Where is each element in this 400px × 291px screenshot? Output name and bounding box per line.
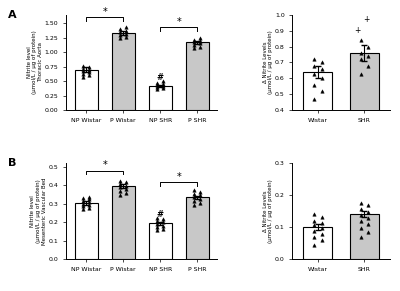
- Text: #: #: [157, 210, 164, 219]
- Text: *: *: [176, 17, 181, 27]
- Bar: [112, 33, 135, 110]
- Bar: [350, 53, 379, 174]
- Bar: [350, 214, 379, 259]
- Text: A: A: [8, 10, 17, 20]
- Y-axis label: Δ Nitrite Levels
(μmol/L / μg of protein): Δ Nitrite Levels (μmol/L / μg of protein…: [262, 179, 273, 243]
- Bar: [186, 197, 209, 259]
- Bar: [186, 42, 209, 110]
- Text: *: *: [176, 172, 181, 182]
- Bar: [112, 186, 135, 259]
- Text: *: *: [102, 7, 107, 17]
- Text: +: +: [354, 26, 361, 35]
- Bar: [304, 72, 332, 174]
- Bar: [75, 203, 98, 259]
- Bar: [304, 227, 332, 259]
- Y-axis label: Nitrite level
(μmol/L / μg of protein)
Mesenteric Vascular Bed: Nitrite level (μmol/L / μg of protein) M…: [30, 177, 47, 245]
- Text: *: *: [102, 160, 107, 170]
- Text: #: #: [157, 73, 164, 82]
- Text: +: +: [364, 15, 370, 24]
- Bar: [75, 70, 98, 110]
- Y-axis label: Nitrite level
(μmol/L / μg of protein)
Thoracic Aorta: Nitrite level (μmol/L / μg of protein) T…: [27, 31, 43, 94]
- Bar: [149, 223, 172, 259]
- Bar: [149, 86, 172, 110]
- Y-axis label: Δ Nitrite Levels
(μmol/L / μg of protein): Δ Nitrite Levels (μmol/L / μg of protein…: [262, 31, 273, 94]
- Text: B: B: [8, 158, 17, 168]
